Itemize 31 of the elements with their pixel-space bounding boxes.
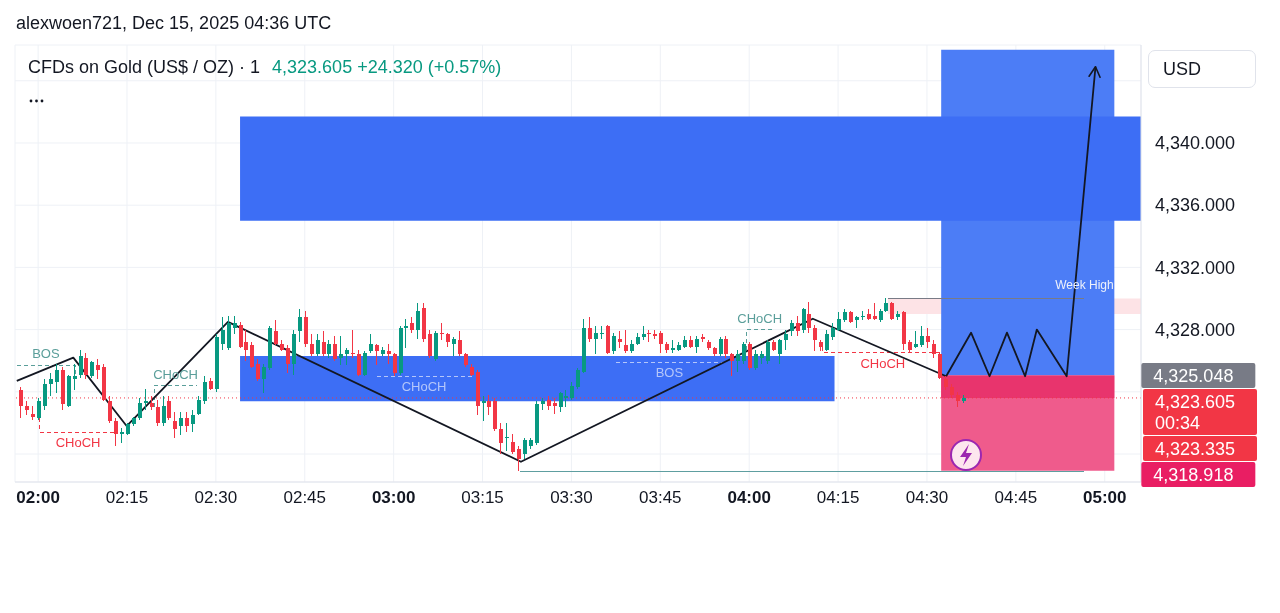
series-label: CHoCH [737, 310, 783, 326]
x-tick-label: 03:45 [639, 488, 682, 508]
x-tick-label: 03:15 [461, 488, 504, 508]
series-label: BOS [655, 365, 684, 381]
text: CFDs on Gold (US$ / OZ) · 1 [28, 57, 261, 78]
x-tick-label: 05:00 [1082, 488, 1127, 508]
y-tick-label: 4,340.000 [1155, 133, 1236, 154]
series-label: CHoCH [860, 355, 906, 371]
series-label: CHoCH [401, 379, 447, 395]
x-tick-label: 02:00 [16, 488, 60, 508]
x-tick-label: 02:15 [105, 488, 149, 508]
ref-line-label: 4,323.605 00:34 [1155, 391, 1236, 433]
x-tick-label: 02:45 [283, 488, 327, 508]
series-label: BOS [32, 346, 60, 362]
x-tick-label: 03:30 [550, 488, 593, 508]
text: 4,323.335 [1155, 438, 1236, 459]
x-tick-label: 04:15 [816, 488, 860, 508]
x-tick-label: 02:30 [194, 488, 238, 508]
text: 4,323.605 +24.320 (+0.57%) [272, 57, 502, 78]
y-axis-title: USD [1148, 50, 1256, 88]
x-tick-label: 04:00 [727, 488, 771, 508]
series-label: CHoCH [55, 435, 101, 451]
x-tick-label: 04:45 [994, 488, 1038, 508]
annotation: 4,325.048 [1153, 365, 1234, 386]
y-tick-label: 4,336.000 [1155, 195, 1236, 216]
annotation: 4,318.918 [1153, 464, 1234, 485]
text: alexwoen721, Dec 15, 2025 04:36 UTC [16, 13, 332, 34]
x-tick-label: 04:30 [905, 488, 949, 508]
x-tick-label: 03:00 [371, 488, 416, 508]
y-tick-label: 4,332.000 [1155, 257, 1236, 278]
y-tick-label: 4,328.000 [1155, 319, 1236, 340]
